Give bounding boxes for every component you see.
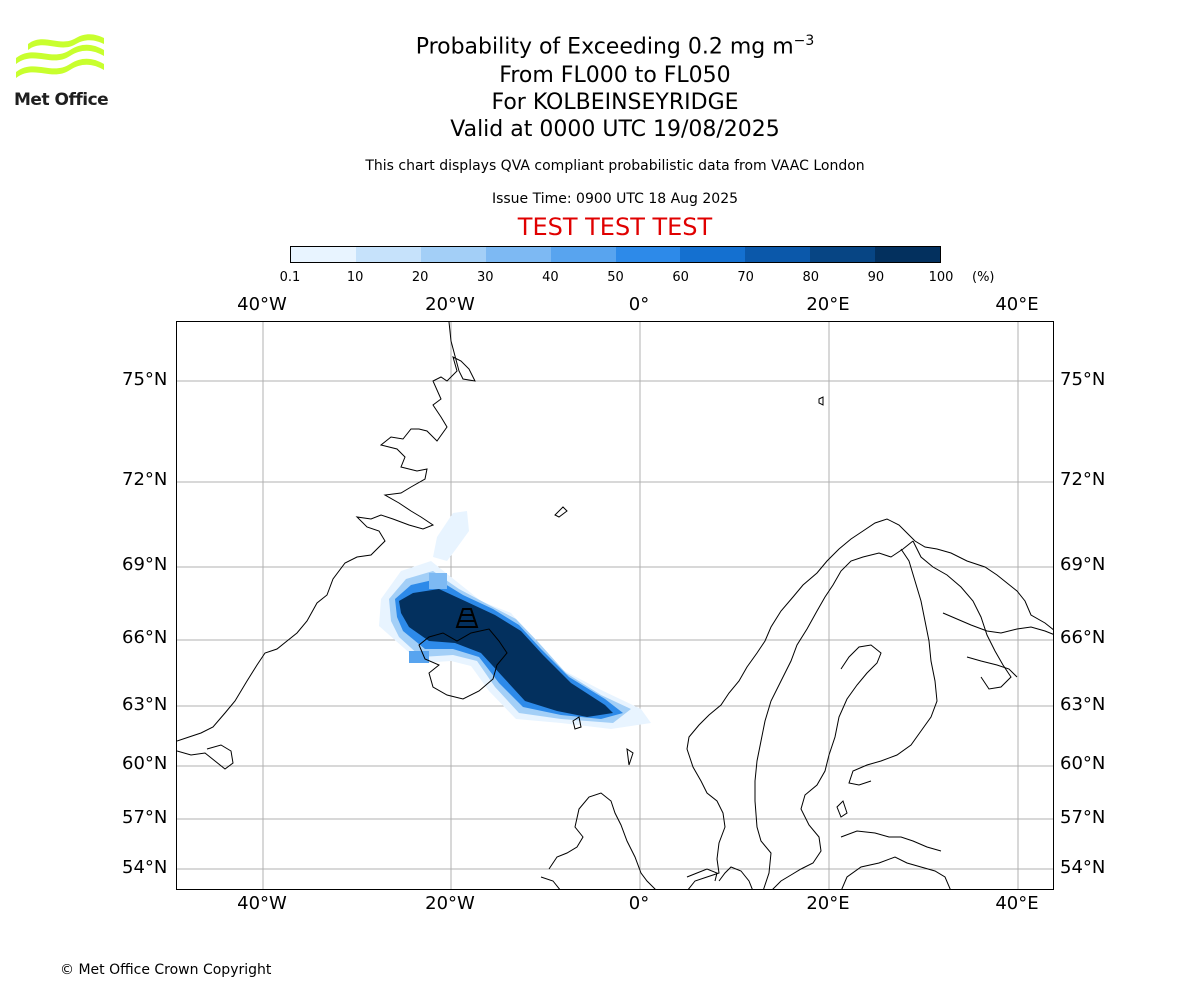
copyright-notice: © Met Office Crown Copyright xyxy=(60,962,272,978)
lat-label-right-57n: 57°N xyxy=(1060,807,1106,828)
lon-label-bottom-20w: 20°W xyxy=(425,893,475,914)
colorbar-tick-label: 80 xyxy=(802,270,820,285)
lat-label-right-69n: 69°N xyxy=(1060,554,1106,575)
colorbar-segment xyxy=(810,247,876,262)
lon-label-top-40w: 40°W xyxy=(237,294,287,315)
colorbar-segment xyxy=(291,247,356,262)
logo-text: Met Office xyxy=(14,90,109,110)
logo-wave-icon xyxy=(16,34,104,78)
issue-time: Issue Time: 0900 UTC 18 Aug 2025 xyxy=(491,191,739,207)
lat-label-left-57n: 57°N xyxy=(122,807,168,828)
lat-label-left-72n: 72°N xyxy=(122,469,168,490)
lat-label-left-54n: 54°N xyxy=(122,857,168,878)
colorbar-segment xyxy=(485,247,551,262)
map-panel[interactable] xyxy=(176,321,1054,890)
test-banner: TEST TEST TEST xyxy=(517,213,713,241)
colorbar-tick-label: 0.1 xyxy=(279,270,301,285)
lon-label-bottom-40w: 40°W xyxy=(237,893,287,914)
ash-probability-plume xyxy=(379,511,651,729)
valid-time: Valid at 0000 UTC 19/08/2025 xyxy=(450,117,780,142)
lat-label-right-63n: 63°N xyxy=(1060,694,1106,715)
title-exponent: −3 xyxy=(793,33,815,49)
map-canvas xyxy=(177,322,1053,889)
lon-label-bottom-20e: 20°E xyxy=(806,893,850,914)
chart-description: This chart displays QVA compliant probab… xyxy=(365,158,865,174)
lat-label-left-69n: 69°N xyxy=(122,554,168,575)
colorbar-segment xyxy=(680,247,746,262)
lon-label-top-20e: 20°E xyxy=(806,294,850,315)
colorbar-tick-label: 40 xyxy=(542,270,559,285)
colorbar-tick-label: 90 xyxy=(867,270,885,285)
lat-label-right-66n: 66°N xyxy=(1060,627,1106,648)
colorbar-segment xyxy=(550,247,616,262)
colorbar-tick-label: 30 xyxy=(477,270,494,285)
lon-label-top-40e: 40°E xyxy=(995,294,1039,315)
chart-title: Probability of Exceeding 0.2 mg m−3 xyxy=(0,28,1200,60)
colorbar-tick-label: 10 xyxy=(346,270,364,285)
location-title: For KOLBEINSEYRIDGE xyxy=(491,90,739,115)
colorbar-segment xyxy=(420,247,486,262)
lat-label-right-75n: 75°N xyxy=(1060,369,1106,390)
lat-label-left-66n: 66°N xyxy=(122,627,168,648)
colorbar xyxy=(290,246,941,263)
colorbar-segment xyxy=(615,247,681,262)
lon-label-top-0: 0° xyxy=(628,294,650,315)
coastlines xyxy=(177,322,1053,889)
colorbar-unit: (%) xyxy=(972,270,995,285)
colorbar-segment xyxy=(745,247,811,262)
colorbar-segment xyxy=(875,247,941,262)
volcano-icon xyxy=(455,608,479,628)
title-main: Probability of Exceeding 0.2 mg m xyxy=(415,34,794,60)
lat-label-left-75n: 75°N xyxy=(122,369,168,390)
colorbar-segment xyxy=(355,247,421,262)
lat-label-right-72n: 72°N xyxy=(1060,469,1106,490)
lon-label-bottom-0: 0° xyxy=(628,893,650,914)
lat-label-right-54n: 54°N xyxy=(1060,857,1106,878)
lat-label-right-60n: 60°N xyxy=(1060,753,1106,774)
colorbar-tick-label: 50 xyxy=(607,270,624,285)
lon-label-bottom-40e: 40°E xyxy=(995,893,1039,914)
colorbar-tick-label: 100 xyxy=(928,270,954,285)
lat-label-left-60n: 60°N xyxy=(122,753,168,774)
gridlines xyxy=(177,322,1053,889)
colorbar-tick-label: 70 xyxy=(737,270,754,285)
lon-label-top-20w: 20°W xyxy=(425,294,475,315)
colorbar-tick-label: 60 xyxy=(672,270,689,285)
colorbar-tick-label: 20 xyxy=(411,270,429,285)
met-office-logo xyxy=(14,30,106,90)
lat-label-left-63n: 63°N xyxy=(122,694,168,715)
flight-levels: From FL000 to FL050 xyxy=(499,63,731,88)
